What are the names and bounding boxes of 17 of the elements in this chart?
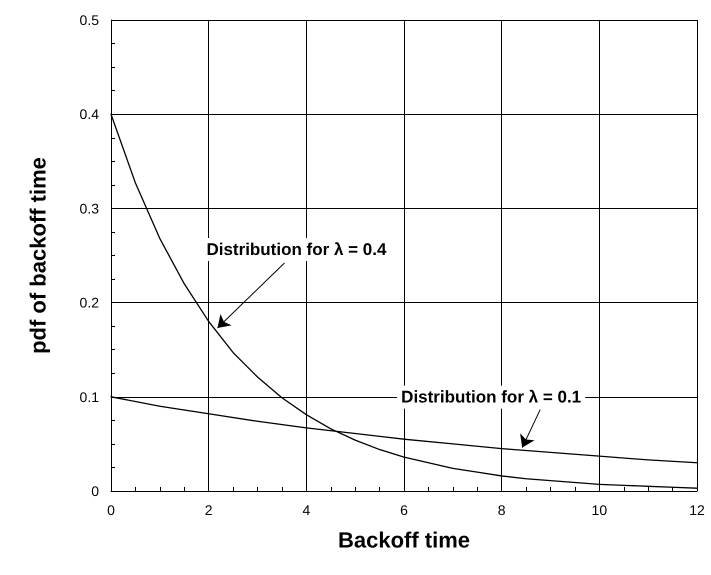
- y-tick-label: 0.3: [80, 200, 100, 216]
- y-tick-label: 0: [91, 483, 100, 499]
- x-tick-label: 10: [592, 502, 608, 518]
- x-tick-label: 4: [302, 502, 310, 518]
- y-tick-label: 0.5: [80, 12, 100, 28]
- y-axis-title: pdf of backoff time: [26, 157, 50, 354]
- x-axis-title: Backoff time: [338, 528, 470, 552]
- y-tick-label: 0.1: [80, 388, 100, 405]
- annotation: Distribution for λ = 0.4: [206, 240, 387, 260]
- annotation: Distribution for λ = 0.1: [401, 388, 582, 407]
- y-tick-label: 0.4: [80, 106, 100, 122]
- x-tick-label: 0: [107, 502, 116, 518]
- x-tick-label: 2: [204, 502, 213, 518]
- y-tick-label: 0.2: [80, 294, 100, 311]
- x-tick-label: 12: [689, 502, 705, 518]
- x-tick-label: 6: [400, 502, 408, 518]
- x-tick-label: 8: [498, 502, 506, 518]
